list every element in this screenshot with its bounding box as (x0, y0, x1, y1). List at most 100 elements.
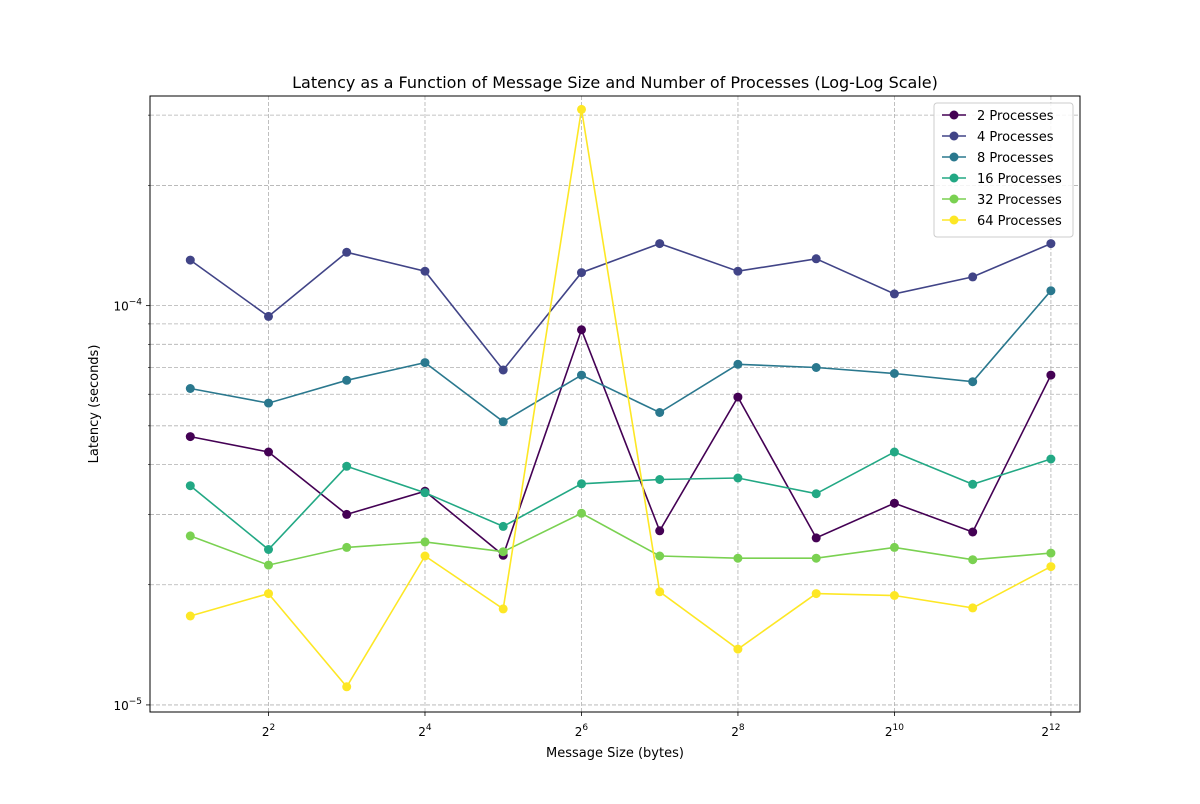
series-line (189, 242, 1052, 372)
data-point (1046, 548, 1056, 558)
data-point (264, 545, 273, 554)
series-line (190, 290, 1052, 423)
data-point (264, 447, 273, 457)
x-tick-label: 22 (262, 723, 275, 739)
legend-item: 32 Processes (942, 193, 1062, 208)
legend-label: 16 Processes (977, 172, 1062, 187)
chart-title: Latency as a Function of Message Size an… (292, 73, 938, 92)
data-point (889, 591, 899, 600)
data-point (1046, 370, 1056, 380)
legend-marker (949, 110, 959, 120)
legend-label: 32 Processes (977, 193, 1062, 208)
data-point (733, 473, 743, 483)
data-point (342, 247, 352, 257)
y-tick-label: 10−5 (113, 697, 142, 713)
plot-frame (149, 95, 1081, 713)
data-point (342, 682, 352, 692)
legend-marker (949, 215, 959, 225)
legend-marker (949, 131, 959, 141)
data-point (811, 553, 821, 563)
data-point (889, 369, 899, 378)
x-tick-label: 210 (885, 723, 904, 739)
legend-label: 2 Processes (977, 109, 1054, 124)
data-point (577, 268, 586, 278)
data-point (185, 384, 195, 393)
data-point (342, 375, 352, 385)
data-point (264, 589, 273, 599)
data-point (498, 521, 508, 531)
data-point (498, 365, 508, 375)
data-point (264, 311, 273, 321)
data-point (420, 488, 430, 498)
x-tick-label: 24 (418, 723, 432, 739)
data-point (1046, 562, 1056, 572)
legend-label: 4 Processes (977, 130, 1054, 145)
series-line (190, 512, 1051, 566)
data-point (733, 553, 743, 563)
series-64-processes (185, 104, 1056, 692)
series-line (190, 327, 1052, 557)
data-point (889, 447, 899, 457)
data-point (577, 325, 586, 335)
data-point (968, 527, 978, 537)
legend-box (933, 102, 1074, 238)
data-point (968, 272, 978, 282)
data-point (420, 537, 430, 547)
x-tick-label: 28 (731, 723, 745, 739)
data-point (655, 408, 665, 417)
data-point (1046, 286, 1056, 296)
data-point (264, 398, 273, 408)
data-point (342, 542, 352, 552)
x-tick-label: 26 (575, 723, 589, 739)
data-point (577, 479, 586, 489)
data-point (577, 508, 586, 518)
data-point (655, 239, 665, 249)
x-axis-label: Message Size (bytes) (546, 746, 684, 761)
data-point (185, 481, 195, 491)
data-point (811, 254, 821, 264)
data-point (889, 542, 899, 552)
data-point (655, 587, 665, 597)
data-point (733, 266, 743, 276)
data-point (733, 359, 743, 369)
series-group (185, 104, 1056, 692)
series-16-processes (185, 447, 1056, 554)
data-point (811, 489, 821, 499)
data-point (811, 533, 821, 543)
series-line (189, 451, 1052, 551)
legend-marker (949, 173, 959, 183)
legend-item: 8 Processes (942, 151, 1054, 166)
legend-label: 8 Processes (977, 151, 1054, 166)
legend-item: 16 Processes (942, 172, 1062, 187)
legend-marker (949, 194, 959, 204)
data-point (655, 526, 665, 536)
x-tick-label: 212 (1041, 723, 1060, 739)
data-point (420, 358, 430, 368)
data-point (811, 589, 821, 599)
data-point (185, 432, 195, 442)
legend: 2 Processes 4 Processes 8 Processes 16 Proc… (933, 102, 1074, 238)
data-point (968, 479, 978, 489)
data-point (185, 611, 195, 621)
y-axis-label: Latency (seconds) (87, 345, 102, 464)
data-point (968, 555, 978, 565)
legend-label: 64 Processes (977, 214, 1062, 229)
data-point (577, 370, 586, 380)
legend-item: 4 Processes (942, 130, 1054, 145)
data-point (1046, 454, 1056, 464)
series-8-processes (185, 286, 1056, 427)
series-line (190, 109, 1052, 689)
data-point (733, 392, 743, 402)
data-point (342, 461, 352, 471)
data-point (655, 551, 665, 561)
data-point (498, 604, 508, 614)
data-point (420, 551, 430, 561)
data-point (655, 475, 665, 484)
legend-item: 2 Processes (942, 109, 1054, 124)
data-point (342, 509, 352, 519)
data-point (498, 547, 508, 557)
data-point (185, 531, 195, 541)
grid (150, 96, 1080, 712)
